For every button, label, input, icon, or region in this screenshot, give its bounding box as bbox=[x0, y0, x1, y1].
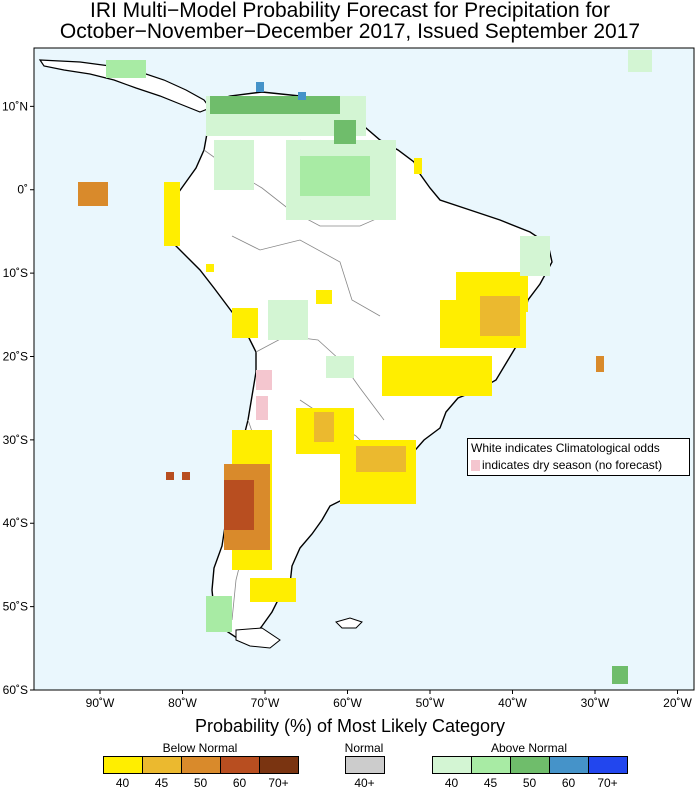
legend-swatch-label: 40+ bbox=[354, 776, 375, 790]
climatological-odds-note: White indicates Climatological odds bbox=[471, 441, 660, 455]
legend-swatch-below bbox=[220, 756, 260, 774]
lat-tick-label: 10˚S bbox=[3, 266, 28, 280]
cell-below-60 bbox=[166, 472, 174, 480]
cell-below-40 bbox=[382, 356, 492, 396]
map-title-line2: October−November−December 2017, Issued S… bbox=[59, 20, 641, 43]
lon-tick-label: 30˚W bbox=[581, 696, 610, 710]
legend-swatch-label: 40 bbox=[444, 776, 459, 790]
cell-above-50 bbox=[210, 96, 340, 114]
below-normal-label: Below Normal bbox=[162, 741, 238, 755]
legend-swatch-above bbox=[549, 756, 589, 774]
legend-swatch-label: 60 bbox=[232, 776, 247, 790]
legend-swatch-below bbox=[259, 756, 299, 774]
cell-below-50 bbox=[78, 182, 108, 206]
legend-swatch-label: 50 bbox=[193, 776, 208, 790]
legend-swatch-label: 45 bbox=[483, 776, 498, 790]
dry-season-note: indicates dry season (no forecast) bbox=[482, 458, 663, 472]
normal-label: Normal bbox=[344, 741, 384, 755]
lon-tick-label: 70˚W bbox=[251, 696, 280, 710]
cell-below-60 bbox=[182, 472, 190, 480]
cell-above-60 bbox=[256, 82, 264, 92]
legend-swatch-above bbox=[471, 756, 511, 774]
cell-below-40 bbox=[250, 578, 296, 602]
cell-dry-season bbox=[256, 370, 272, 390]
cell-below-50 bbox=[596, 356, 604, 372]
above-normal-label: Above Normal bbox=[490, 741, 568, 755]
lon-tick-label: 80˚W bbox=[168, 696, 197, 710]
cell-below-45 bbox=[356, 446, 406, 472]
below-normal-regions bbox=[78, 158, 604, 602]
lat-tick-label: 10˚N bbox=[2, 99, 28, 113]
cell-above-40 bbox=[628, 50, 652, 72]
lat-tick-label: 40˚S bbox=[3, 516, 28, 530]
cell-above-40 bbox=[520, 236, 550, 276]
legend-swatch-label: 60 bbox=[561, 776, 576, 790]
legend-title: Probability (%) of Most Likely Category bbox=[194, 716, 506, 736]
legend-swatch-below bbox=[181, 756, 221, 774]
legend-swatch-label: 40 bbox=[115, 776, 130, 790]
legend-swatch-below bbox=[103, 756, 143, 774]
lat-tick-label: 0˚ bbox=[17, 183, 28, 197]
cell-dry-season bbox=[256, 396, 268, 420]
lon-tick-label: 50˚W bbox=[416, 696, 445, 710]
dry-season-swatch bbox=[471, 460, 480, 471]
cell-above-40 bbox=[326, 356, 354, 378]
cell-above-45 bbox=[106, 60, 146, 78]
lon-tick-label: 20˚W bbox=[663, 696, 692, 710]
map-title-line1: IRI Multi−Model Probability Forecast for… bbox=[90, 0, 610, 22]
cell-below-60 bbox=[224, 480, 254, 530]
cell-below-40 bbox=[206, 264, 214, 272]
cell-above-40 bbox=[268, 300, 308, 340]
legend-swatch-label: 50 bbox=[522, 776, 537, 790]
above-normal-regions bbox=[106, 50, 652, 684]
legend-swatch-above bbox=[510, 756, 550, 774]
lat-tick-label: 60˚S bbox=[3, 683, 28, 697]
legend-swatch-label: 70+ bbox=[268, 776, 289, 790]
legend-swatch-above bbox=[588, 756, 628, 774]
cell-below-45 bbox=[314, 412, 334, 442]
lon-tick-label: 40˚W bbox=[498, 696, 527, 710]
lat-tick-label: 20˚S bbox=[3, 349, 28, 363]
cell-above-50 bbox=[612, 666, 628, 684]
legend-note-box: White indicates Climatological odds indi… bbox=[467, 438, 690, 476]
cell-above-45 bbox=[206, 596, 232, 632]
cell-below-40 bbox=[232, 308, 258, 338]
legend-swatch-label: 70+ bbox=[597, 776, 618, 790]
lon-tick-label: 90˚W bbox=[86, 696, 115, 710]
cell-above-60 bbox=[298, 92, 306, 100]
map-frame bbox=[33, 47, 695, 691]
cell-above-50 bbox=[334, 120, 356, 144]
lat-tick-label: 50˚S bbox=[3, 600, 28, 614]
legend-swatch-label: 45 bbox=[154, 776, 169, 790]
latitude-axis: 10˚N 0˚ 10˚S 20˚S 30˚S 40˚S 50˚S 60˚S bbox=[2, 99, 34, 697]
legend-swatch-above bbox=[432, 756, 472, 774]
cell-above-40 bbox=[214, 140, 254, 190]
lat-tick-label: 30˚S bbox=[3, 433, 28, 447]
cell-below-40 bbox=[414, 158, 422, 174]
cell-above-45 bbox=[300, 156, 370, 196]
cell-below-45 bbox=[480, 296, 520, 336]
falkland-islands bbox=[335, 617, 363, 629]
legend-swatch-below bbox=[142, 756, 182, 774]
lon-tick-label: 60˚W bbox=[333, 696, 362, 710]
longitude-axis: 90˚W 80˚W 70˚W 60˚W 50˚W 40˚W 30˚W 20˚W bbox=[86, 690, 693, 710]
cell-below-40 bbox=[164, 182, 180, 246]
legend-swatch-normal bbox=[345, 756, 385, 774]
dry-season-regions bbox=[256, 370, 272, 420]
cell-below-40 bbox=[316, 290, 332, 304]
tierra-del-fuego bbox=[235, 627, 281, 649]
